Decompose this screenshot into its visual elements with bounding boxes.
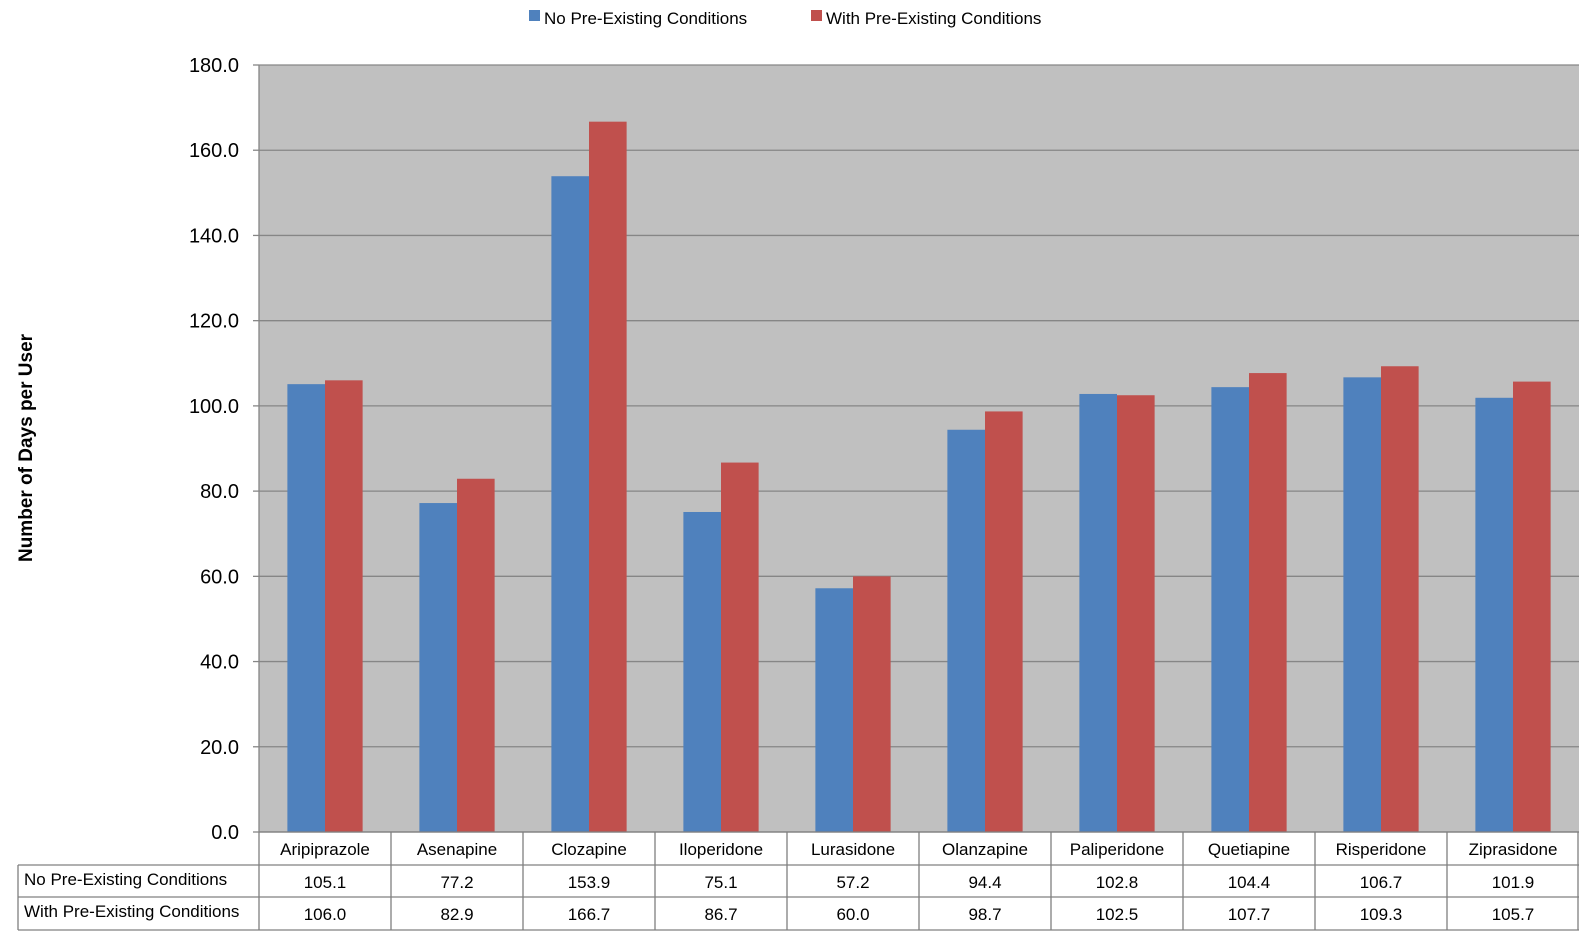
y-tick-label: 40.0 bbox=[200, 652, 239, 674]
data-label: 102.8 bbox=[1096, 873, 1139, 892]
y-tick-label: 120.0 bbox=[189, 311, 239, 333]
data-label: 82.9 bbox=[440, 905, 473, 924]
bar-with-pre-existing bbox=[1117, 395, 1155, 832]
legend-swatch bbox=[811, 10, 822, 21]
bar-no-pre-existing bbox=[1475, 397, 1513, 832]
category-label: Aripiprazole bbox=[280, 840, 370, 859]
data-label: 57.2 bbox=[836, 873, 869, 892]
data-label: 101.9 bbox=[1492, 873, 1535, 892]
bar-with-pre-existing bbox=[721, 462, 759, 832]
y-tick-label: 100.0 bbox=[189, 396, 239, 418]
bar-with-pre-existing bbox=[325, 380, 363, 832]
table-row-header: With Pre-Existing Conditions bbox=[24, 902, 239, 921]
category-label: Ziprasidone bbox=[1469, 840, 1558, 859]
data-label: 102.5 bbox=[1096, 905, 1139, 924]
y-axis-ticks: 0.0 20.0 40.0 60.0 80.0 100.0 120.0 140.0 160.0 1… bbox=[189, 55, 260, 844]
legend-swatch bbox=[529, 10, 540, 21]
category-label: Olanzapine bbox=[942, 840, 1028, 859]
bar-with-pre-existing bbox=[589, 121, 627, 832]
data-label: 60.0 bbox=[836, 905, 869, 924]
data-label: 98.7 bbox=[968, 905, 1001, 924]
category-label: Lurasidone bbox=[811, 840, 895, 859]
data-table: Aripiprazole Asenapine Clozapine Iloperidon… bbox=[17, 831, 1579, 931]
bar-no-pre-existing bbox=[815, 588, 853, 832]
table-row-header: No Pre-Existing Conditions bbox=[24, 870, 227, 889]
y-tick-label: 180.0 bbox=[189, 55, 239, 77]
data-label: 104.4 bbox=[1228, 873, 1271, 892]
bar-with-pre-existing bbox=[1381, 366, 1419, 832]
bar-no-pre-existing bbox=[1211, 387, 1249, 832]
bar-no-pre-existing bbox=[287, 384, 325, 832]
data-label: 105.1 bbox=[304, 873, 347, 892]
bar-with-pre-existing bbox=[457, 478, 495, 832]
data-label: 77.2 bbox=[440, 873, 473, 892]
data-label: 166.7 bbox=[568, 905, 611, 924]
category-label: Asenapine bbox=[417, 840, 497, 859]
y-tick-label: 140.0 bbox=[189, 225, 239, 247]
data-label: 109.3 bbox=[1360, 905, 1403, 924]
data-label: 107.7 bbox=[1228, 905, 1271, 924]
category-label: Clozapine bbox=[551, 840, 627, 859]
bar-no-pre-existing bbox=[1343, 377, 1381, 832]
data-label: 153.9 bbox=[568, 873, 611, 892]
y-tick-label: 20.0 bbox=[200, 737, 239, 759]
bar-no-pre-existing bbox=[419, 503, 457, 832]
legend: No Pre-Existing Conditions With Pre-Exist… bbox=[529, 9, 1041, 28]
bar-with-pre-existing bbox=[1513, 381, 1551, 832]
bar-no-pre-existing bbox=[683, 511, 721, 832]
bar-no-pre-existing bbox=[1079, 393, 1117, 832]
y-tick-label: 0.0 bbox=[211, 822, 239, 844]
category-label: Risperidone bbox=[1336, 840, 1427, 859]
bar-no-pre-existing bbox=[947, 429, 985, 832]
legend-label: With Pre-Existing Conditions bbox=[826, 9, 1041, 28]
data-label: 75.1 bbox=[704, 873, 737, 892]
bar-no-pre-existing bbox=[551, 176, 589, 833]
legend-label: No Pre-Existing Conditions bbox=[544, 9, 747, 28]
category-label: Quetiapine bbox=[1208, 840, 1290, 859]
y-axis-title: Number of Days per User bbox=[16, 333, 37, 562]
y-tick-label: 160.0 bbox=[189, 140, 239, 162]
data-label: 106.0 bbox=[304, 905, 347, 924]
y-tick-label: 80.0 bbox=[200, 481, 239, 503]
category-label: Iloperidone bbox=[679, 840, 763, 859]
bar-with-pre-existing bbox=[1249, 373, 1287, 832]
bar-with-pre-existing bbox=[985, 411, 1023, 832]
data-label: 105.7 bbox=[1492, 905, 1535, 924]
bar-with-pre-existing bbox=[853, 576, 891, 832]
category-label: Paliperidone bbox=[1070, 840, 1165, 859]
data-label: 94.4 bbox=[968, 873, 1001, 892]
y-tick-label: 60.0 bbox=[200, 566, 239, 588]
data-label: 86.7 bbox=[704, 905, 737, 924]
data-label: 106.7 bbox=[1360, 873, 1403, 892]
bars bbox=[287, 121, 1551, 833]
